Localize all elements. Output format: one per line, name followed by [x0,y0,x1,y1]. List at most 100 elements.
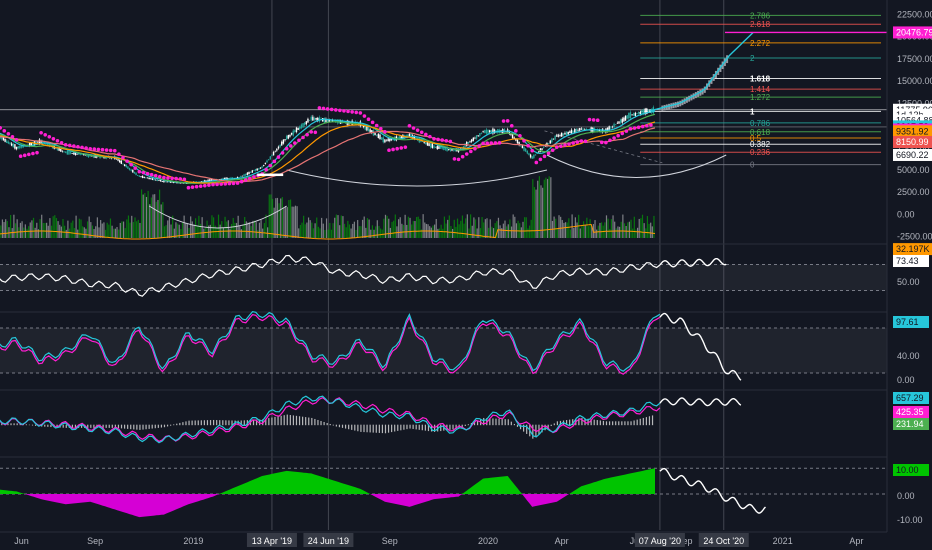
volume-bar [206,220,208,238]
candle-body [526,150,529,154]
volume-bar [360,226,362,238]
volume-bar [375,226,377,238]
volume-bar [458,224,460,238]
candle-body [534,154,537,156]
volume-bar [479,228,482,238]
macd-histogram-bar [572,419,574,426]
psar-dot [620,131,625,136]
volume-bar [82,226,84,238]
macd-value-badge [893,406,929,418]
volume-bar [278,203,280,238]
volume-bar [486,218,488,238]
macd-histogram-bar [565,420,568,426]
volume-bar [288,200,290,238]
macd-histogram-bar [415,424,417,430]
volume-bar [149,204,151,238]
candle-body [87,154,90,158]
macd-histogram-bar [10,423,12,426]
psar-dot [194,184,199,189]
macd-pane[interactable] [0,389,887,444]
macd-histogram-bar [87,424,89,428]
candle-body [585,128,587,130]
candle-body [325,118,327,123]
volume-bar [42,222,44,238]
candle-body [15,146,18,150]
candle-body [118,160,121,163]
oscillator-pane[interactable] [0,456,887,518]
psar-dot [10,134,15,139]
osc-negative-area [0,494,655,518]
candle-body [290,132,293,135]
volume-bar [100,220,102,238]
volume-bar [517,220,519,238]
volume-bar [72,220,74,238]
candle-body [168,181,170,183]
macd-histogram-bar [651,415,654,426]
psar-dot [579,139,584,143]
volume-bar [537,180,539,238]
macd-histogram-bar [16,423,18,426]
macd-histogram-bar [648,416,651,426]
psar-dot [47,134,52,139]
volume-bar [442,228,444,238]
psar-dot [223,182,228,186]
macd-histogram-bar [50,424,52,428]
candle-body [521,145,524,149]
candle-body [231,177,234,179]
candle-body [285,135,288,140]
price-axis[interactable]: 22500.0020000.0017500.0015000.0012500.00… [886,0,932,532]
time-axis[interactable]: JunSep2019AprJulSep2020AprJulSep2021Apr1… [0,531,887,547]
volume-bar [492,228,495,238]
candle-body [328,119,330,123]
volume-bar [108,224,110,238]
candle-body [528,153,530,155]
candle-body [212,179,214,181]
volume-bar [85,228,87,238]
candle-body [462,146,465,148]
candle-body [472,137,474,141]
psar-dot [239,179,244,184]
volume-bar [563,222,565,238]
candle-body [382,137,384,143]
candle-body [7,141,10,144]
psar-dot [370,120,375,125]
volume-bar [188,227,190,238]
stochastic-pane[interactable] [0,311,887,381]
candle-body [488,130,491,133]
candle-body [17,146,19,149]
volume-bar [528,225,531,238]
volume-bar [424,222,426,238]
psar-dot [534,160,539,165]
volume-bar [201,217,203,238]
candle-body [577,129,579,131]
volume-bar [70,222,72,238]
macd-histogram-bar [286,414,288,426]
volume-bar [558,215,560,238]
macd-histogram-bar [602,420,605,426]
volume-bar [489,219,491,238]
psar-dot [501,119,506,123]
psar-dot [522,138,526,143]
rsi-pane[interactable] [0,243,887,297]
volume-bar [432,225,434,238]
candle-body [611,126,614,128]
candle-body [210,179,213,181]
volume-bar [301,222,303,238]
macd-histogram-bar [547,424,549,429]
volume-bar [466,214,468,238]
psar-dot [645,123,649,128]
macd-histogram-bar [578,418,580,426]
candle-body [610,127,612,129]
volume-bar [381,229,383,238]
volume-bar [650,222,652,238]
candle-body [629,112,632,119]
volume-bar [589,219,591,238]
cup-arc [286,169,548,187]
psar-dot [272,159,277,164]
psar-dot [469,149,473,154]
volume-bar [273,207,275,238]
volume-bar [379,228,382,238]
volume-bar [90,222,92,238]
